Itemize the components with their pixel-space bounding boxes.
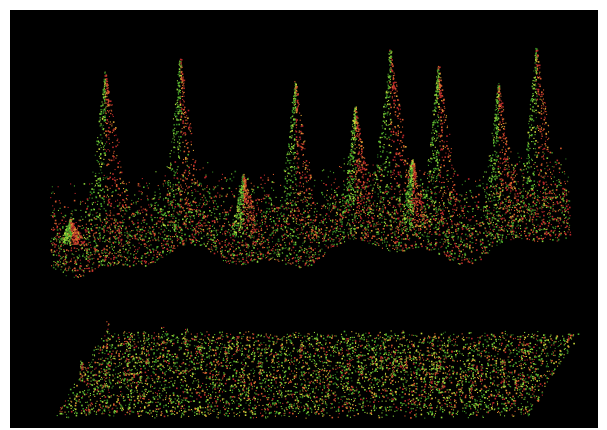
lower-flat-surface bbox=[56, 321, 580, 419]
upper-terrain-surface bbox=[50, 47, 572, 278]
render-viewport[interactable] bbox=[10, 10, 598, 428]
point-cloud-scene bbox=[10, 10, 598, 428]
